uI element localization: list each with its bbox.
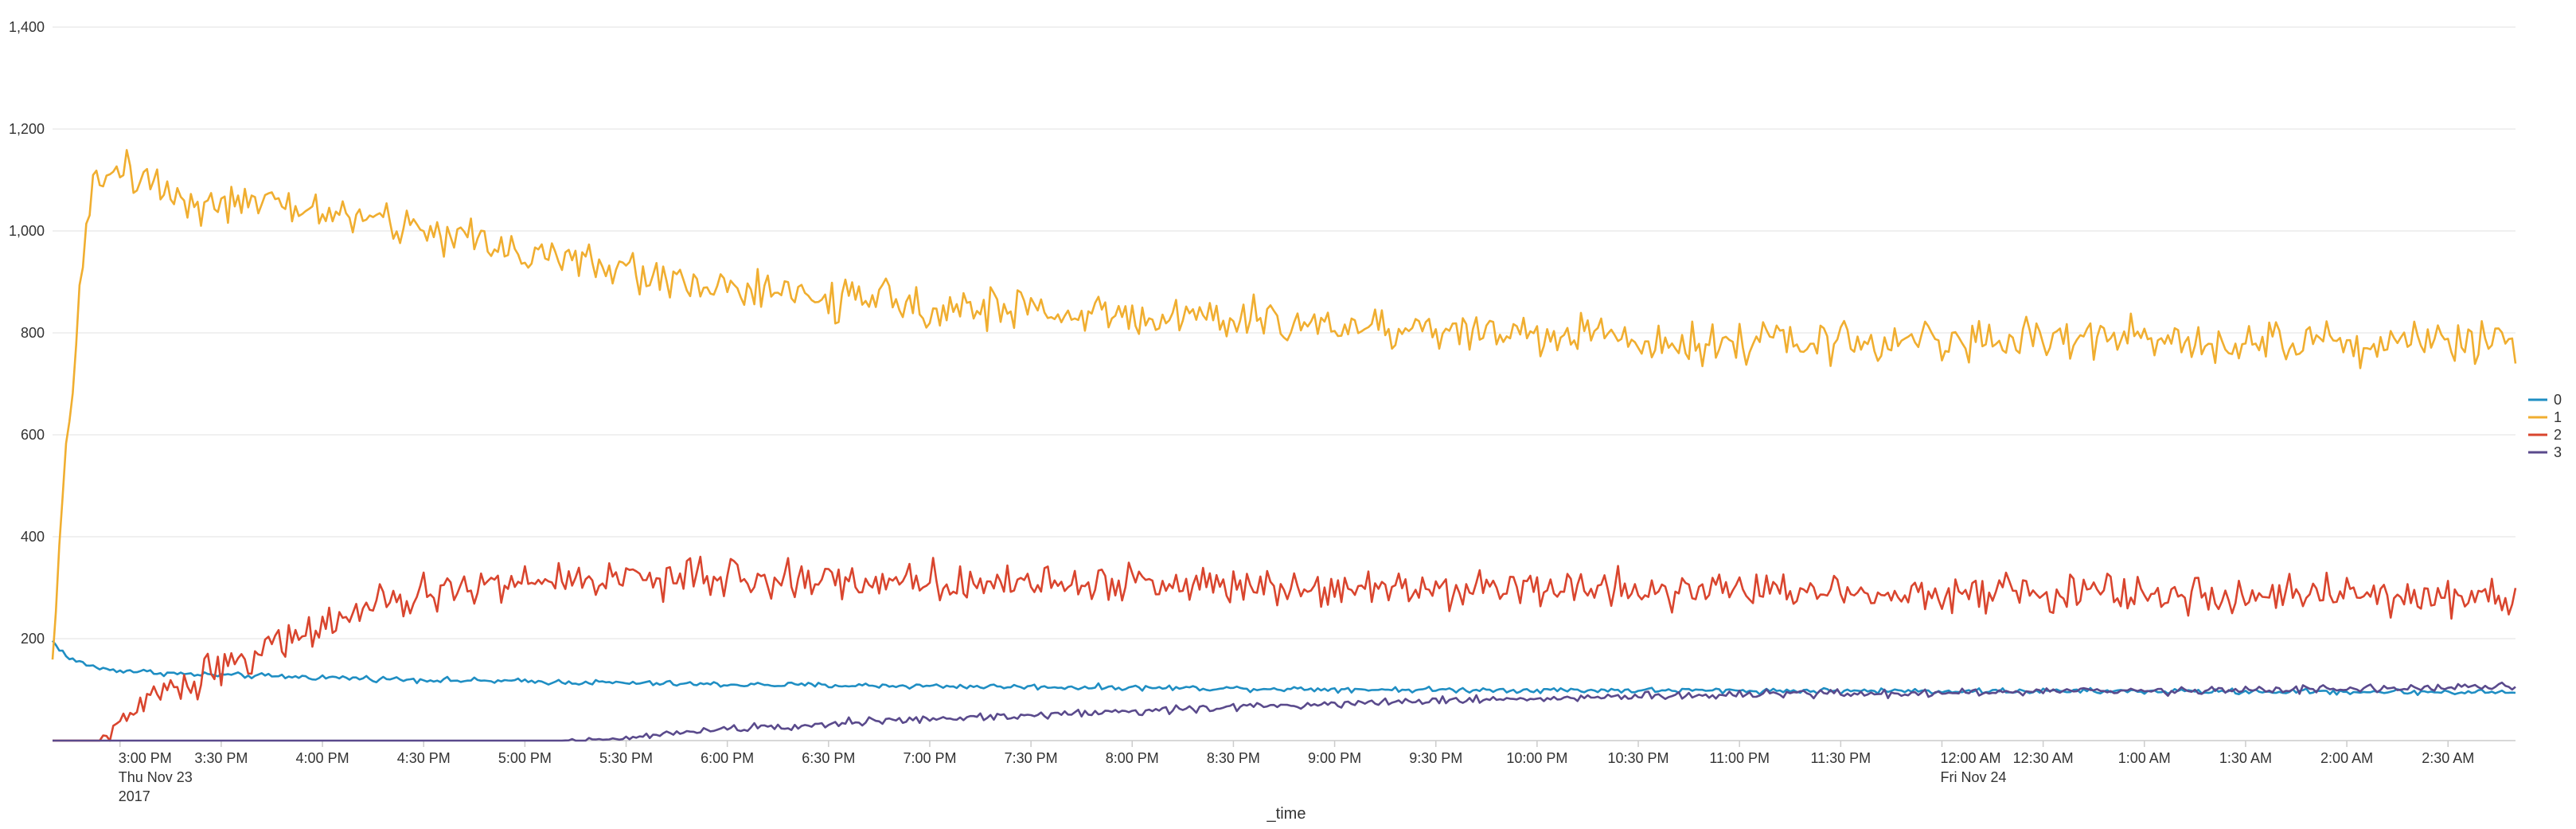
legend-label: 0 — [2554, 392, 2562, 408]
x-tick-label: 11:00 PM — [1709, 750, 1770, 766]
x-tick-label: 6:30 PM — [802, 750, 855, 766]
y-axis: 200 400 600 800 1,000 1,200 1,400 — [9, 19, 45, 647]
series-line-2 — [53, 555, 2517, 742]
x-tick-label: 9:30 PM — [1409, 750, 1462, 766]
x-tick-label: 5:30 PM — [599, 750, 653, 766]
y-tick-label: 1,400 — [9, 19, 45, 35]
y-tick-label: 800 — [21, 325, 45, 341]
x-tick-label: 12:30 AM — [2013, 750, 2074, 766]
x-tick-label: 4:30 PM — [397, 750, 451, 766]
legend-label: 3 — [2554, 444, 2562, 460]
x-tick-label: 6:00 PM — [701, 750, 754, 766]
legend-label: 2 — [2554, 427, 2562, 443]
x-tick-sublabel: Thu Nov 23 — [119, 769, 193, 785]
legend: 01 23 — [2528, 392, 2562, 460]
series-line-3 — [53, 681, 2516, 742]
x-tick-label: 1:30 AM — [2219, 750, 2272, 766]
x-tick-label: 10:00 PM — [1506, 750, 1567, 766]
x-tick-label: 4:00 PM — [296, 750, 349, 766]
x-tick-label: 12:00 AM — [1940, 750, 2000, 766]
x-tick-label: 3:00 PM — [119, 750, 172, 766]
series-line-0 — [51, 639, 2516, 697]
x-axis: 3:00 PM Thu Nov 23 2017 3:30 PM 4:00 PM 4:30 … — [53, 740, 2516, 804]
y-tick-label: 600 — [21, 427, 45, 443]
y-tick-label: 400 — [21, 529, 45, 545]
y-tick-label: 200 — [21, 631, 45, 647]
x-tick-label: 10:30 PM — [1608, 750, 1669, 766]
series-lines — [51, 149, 2517, 742]
x-tick-label: 11:30 PM — [1810, 750, 1871, 766]
x-tick-label: 3:30 PM — [194, 750, 248, 766]
legend-label: 1 — [2554, 409, 2562, 425]
x-axis-title: _time — [1267, 805, 1306, 823]
x-tick-sublabel: Fri Nov 24 — [1940, 769, 2006, 785]
x-tick-label: 5:00 PM — [498, 750, 552, 766]
x-tick-label: 7:00 PM — [903, 750, 956, 766]
x-tick-label: 8:00 PM — [1106, 750, 1159, 766]
y-tick-label: 1,000 — [9, 223, 45, 239]
y-tick-label: 1,200 — [9, 121, 45, 137]
series-line-1 — [51, 149, 2517, 660]
x-tick-label: 1:00 AM — [2118, 750, 2171, 766]
x-tick-label: 8:30 PM — [1207, 750, 1260, 766]
x-tick-sublabel: 2017 — [119, 788, 150, 804]
x-tick-label: 2:30 AM — [2422, 750, 2474, 766]
x-tick-label: 9:00 PM — [1308, 750, 1361, 766]
x-tick-label: 2:00 AM — [2320, 750, 2373, 766]
x-tick-label: 7:30 PM — [1005, 750, 1058, 766]
